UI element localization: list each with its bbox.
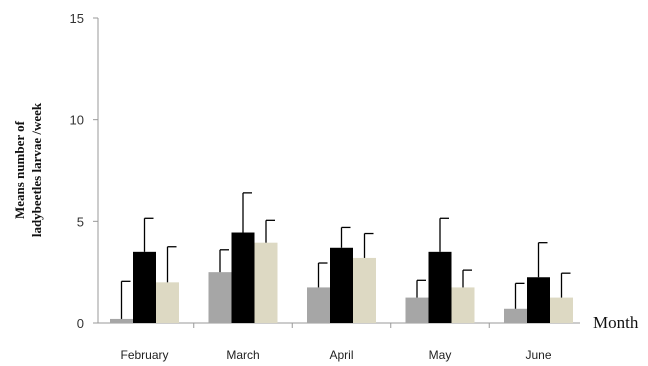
bar	[156, 282, 179, 323]
bar	[110, 318, 133, 323]
x-tick-label: April	[329, 348, 353, 362]
x-tick-label: May	[429, 348, 452, 362]
y-axis-label-line-1: Means number of	[12, 120, 27, 219]
y-tick-label: 10	[70, 113, 84, 128]
bar	[550, 297, 573, 323]
x-tick-label: March	[226, 348, 259, 362]
bar	[231, 232, 255, 323]
bar	[330, 247, 353, 323]
bar	[353, 257, 376, 323]
x-tick-label: June	[525, 348, 551, 362]
x-axis-label: Month	[593, 313, 639, 332]
y-tick-label: 15	[70, 11, 84, 26]
bar	[428, 251, 452, 323]
plot-area: 0 5 10 15 February March April May June	[70, 11, 580, 362]
bar	[254, 242, 278, 323]
bar	[405, 297, 429, 323]
bar	[208, 272, 232, 323]
y-tick-label: 5	[77, 214, 84, 229]
y-axis-label-line-2: ladybeetles larvae /week	[29, 102, 44, 237]
bar	[527, 277, 550, 323]
bar	[133, 251, 156, 323]
bar	[504, 308, 527, 323]
y-tick-label: 0	[77, 316, 84, 331]
x-tick-label: February	[120, 348, 168, 362]
bar	[451, 287, 475, 323]
bar	[307, 287, 330, 323]
